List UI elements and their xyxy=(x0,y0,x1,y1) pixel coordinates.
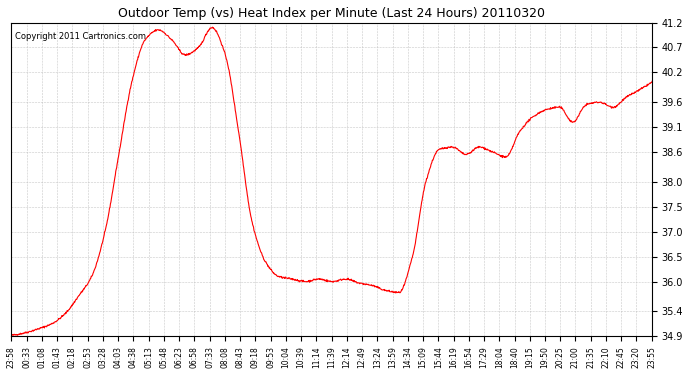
Title: Outdoor Temp (vs) Heat Index per Minute (Last 24 Hours) 20110320: Outdoor Temp (vs) Heat Index per Minute … xyxy=(118,7,545,20)
Text: Copyright 2011 Cartronics.com: Copyright 2011 Cartronics.com xyxy=(14,32,146,41)
